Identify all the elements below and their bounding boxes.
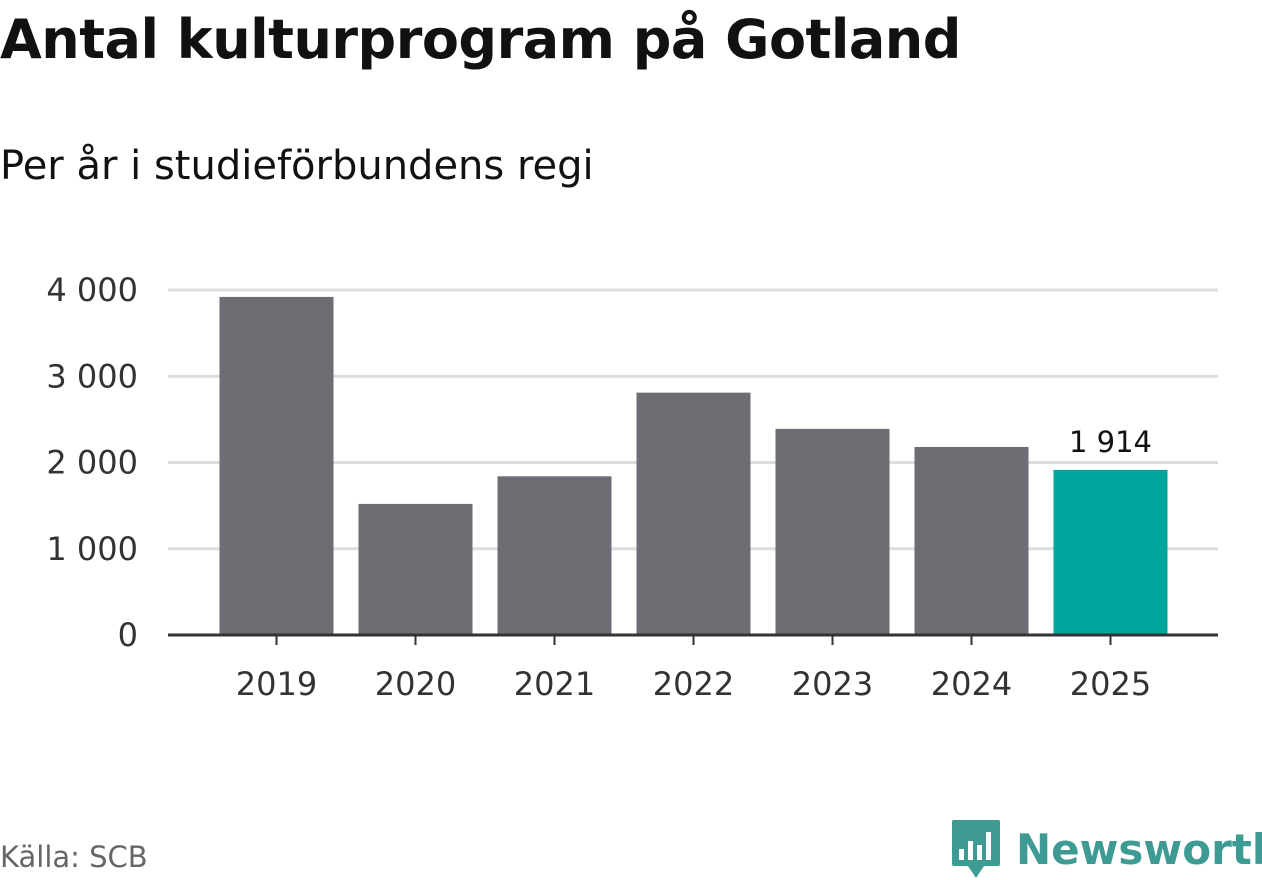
- source-label: Källa: SCB: [0, 840, 148, 874]
- data-label: 1 914: [1069, 425, 1152, 459]
- x-tick-label: 2022: [653, 665, 734, 703]
- y-tick-label: 0: [118, 616, 138, 654]
- x-tick-label: 2025: [1070, 665, 1151, 703]
- bar: [636, 392, 751, 635]
- x-tick-label: 2023: [792, 665, 873, 703]
- bar: [914, 446, 1029, 635]
- y-tick-label: 3 000: [46, 357, 138, 395]
- bar: [497, 476, 612, 635]
- bar: [358, 503, 473, 635]
- y-tick-label: 2 000: [46, 444, 138, 482]
- newsworthy-logo-icon: [952, 820, 1000, 878]
- brand-logo: Newsworthy: [950, 818, 1262, 880]
- bar: [219, 296, 334, 635]
- x-tick-label: 2020: [375, 665, 456, 703]
- chart-title: Antal kulturprogram på Gotland: [0, 8, 961, 71]
- brand-name: Newsworthy: [1016, 824, 1262, 874]
- bar: [1053, 469, 1168, 635]
- x-tick-label: 2021: [514, 665, 595, 703]
- y-tick-label: 4 000: [46, 271, 138, 309]
- x-tick-label: 2024: [931, 665, 1012, 703]
- y-tick-label: 1 000: [46, 530, 138, 568]
- bar: [775, 428, 890, 635]
- chart-subtitle: Per år i studieförbundens regi: [0, 143, 594, 189]
- x-tick-label: 2019: [236, 665, 317, 703]
